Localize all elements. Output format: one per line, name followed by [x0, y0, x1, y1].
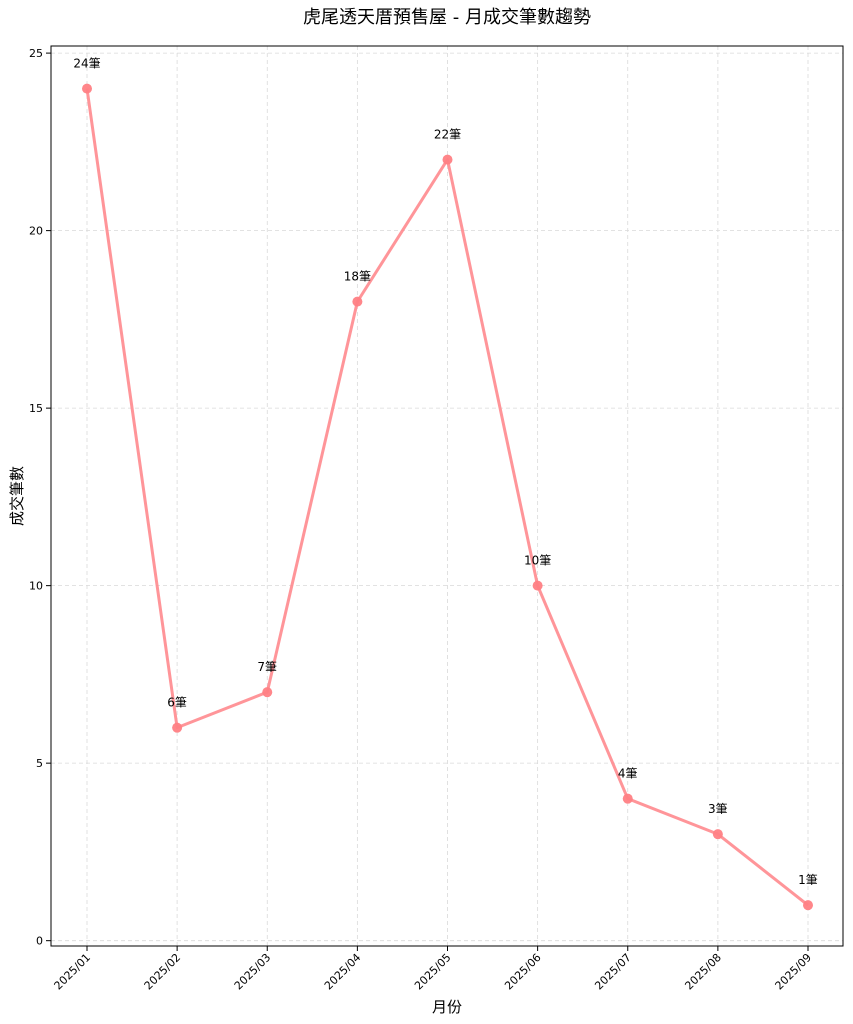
data-label: 22筆: [434, 128, 461, 142]
x-tick-label: 2025/04: [322, 951, 364, 993]
chart-title: 虎尾透天厝預售屋 - 月成交筆數趨勢: [303, 7, 591, 28]
y-tick-label: 0: [36, 935, 43, 948]
data-label: 24筆: [73, 57, 100, 71]
x-tick-label: 2025/01: [52, 951, 94, 993]
data-point: [172, 722, 183, 733]
x-tick-label: 2025/05: [412, 951, 454, 993]
grid: [51, 46, 843, 946]
x-tick-label: 2025/02: [142, 951, 184, 993]
data-point: [712, 829, 723, 840]
data-label: 1筆: [798, 873, 818, 887]
data-label: 10筆: [524, 554, 551, 568]
y-tick-label: 5: [36, 757, 43, 770]
x-tick-label: 2025/09: [773, 951, 815, 993]
y-tick-label: 20: [29, 225, 43, 238]
x-axis: 2025/01 2025/02 2025/03 2025/04 2025/05 2025/…: [52, 946, 815, 993]
y-tick-label: 10: [29, 580, 43, 593]
y-tick-label: 15: [29, 402, 43, 415]
data-point: [352, 296, 363, 307]
data-label: 18筆: [344, 270, 371, 284]
data-point: [262, 687, 273, 698]
x-axis-label: 月份: [432, 998, 462, 1016]
data-point: [622, 793, 633, 804]
data-point: [82, 83, 92, 94]
data-label: 7筆: [257, 660, 277, 674]
x-tick-label: 2025/03: [232, 951, 274, 993]
data-point: [532, 580, 543, 591]
y-axis: 0 5 10 15 20 25: [29, 47, 51, 948]
data-label: 3筆: [708, 802, 728, 816]
data-points: [82, 83, 813, 911]
x-tick-label: 2025/08: [682, 951, 724, 993]
data-label: 6筆: [167, 696, 187, 710]
data-point: [442, 154, 453, 165]
y-tick-label: 25: [29, 47, 43, 60]
data-label: 4筆: [618, 767, 638, 781]
x-tick-label: 2025/07: [592, 951, 634, 993]
data-labels: 24筆 6筆 7筆 18筆 22筆 10筆 4筆 3筆 1筆: [73, 57, 817, 888]
data-point: [803, 900, 813, 911]
x-tick-label: 2025/06: [502, 951, 544, 993]
y-axis-label: 成交筆數: [8, 466, 26, 526]
